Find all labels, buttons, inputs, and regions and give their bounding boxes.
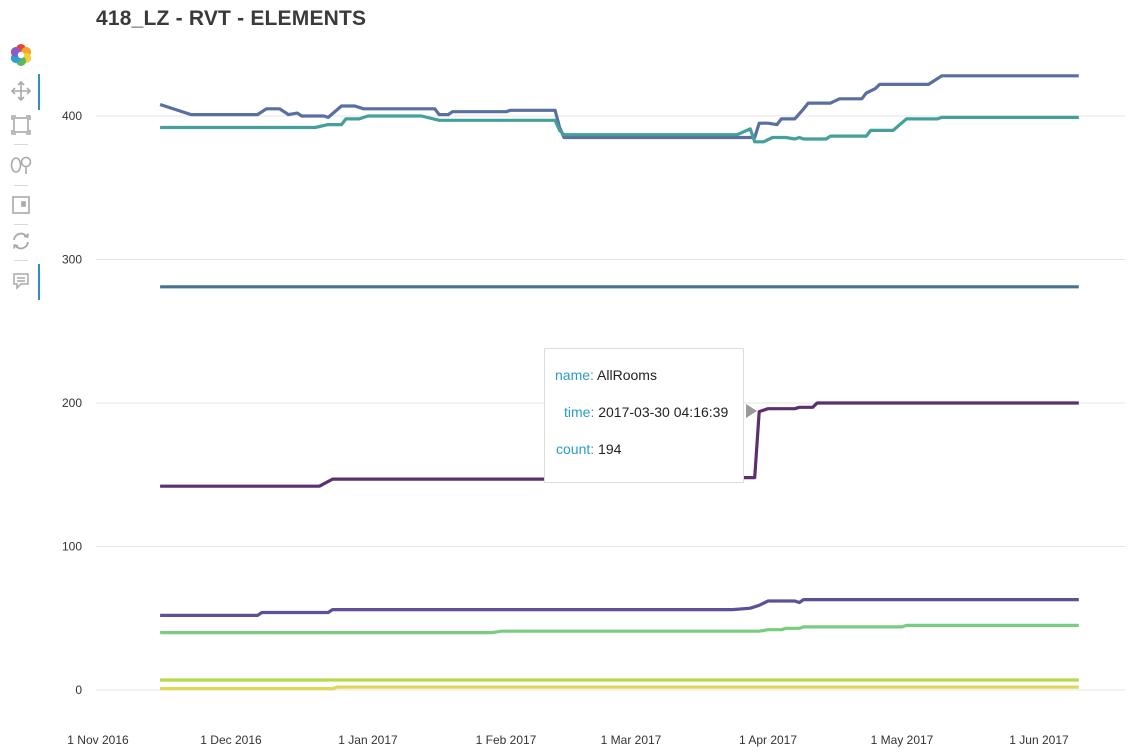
x-tick-label: 1 Mar 2017 bbox=[601, 733, 662, 747]
series-lines bbox=[159, 74, 1079, 691]
x-tick-label: 1 Feb 2017 bbox=[476, 733, 537, 747]
x-tick-label: 1 Dec 2016 bbox=[200, 733, 262, 747]
y-tick-label: 400 bbox=[62, 109, 82, 123]
tooltip-time-key: time: bbox=[564, 404, 595, 420]
tooltip-time-value: 2017-03-30 04:16:39 bbox=[598, 404, 729, 420]
toolbar-divider bbox=[14, 185, 28, 186]
hover-tooltip-icon[interactable] bbox=[8, 268, 34, 294]
x-tick-label: 1 Nov 2016 bbox=[67, 733, 129, 747]
series-line-5[interactable] bbox=[160, 597, 1079, 618]
lasso-select-icon[interactable] bbox=[8, 152, 34, 178]
toolbar-divider bbox=[14, 224, 28, 225]
series-line-2[interactable] bbox=[160, 114, 1079, 144]
tooltip-count-value: 194 bbox=[598, 441, 622, 457]
x-tick-label: 1 Jun 2017 bbox=[1009, 733, 1069, 747]
tooltip-pointer bbox=[746, 404, 757, 418]
hover-active-indicator bbox=[38, 264, 40, 300]
hover-tooltip: name: AllRooms time: 2017-03-30 04:16:39… bbox=[544, 348, 744, 483]
series-line-8[interactable] bbox=[160, 685, 1079, 691]
tooltip-count-key: count: bbox=[556, 441, 595, 457]
y-tick-label: 300 bbox=[62, 253, 82, 267]
toolbar-divider bbox=[14, 144, 28, 145]
y-tick-label: 200 bbox=[62, 396, 82, 410]
x-tick-label: 1 Jan 2017 bbox=[338, 733, 398, 747]
x-tick-label: 1 May 2017 bbox=[871, 733, 934, 747]
y-tick-label: 100 bbox=[62, 540, 82, 554]
save-icon[interactable] bbox=[8, 192, 34, 218]
reset-icon[interactable] bbox=[8, 228, 34, 254]
logo-icon[interactable] bbox=[8, 42, 34, 68]
toolbar-divider bbox=[14, 260, 28, 261]
tooltip-name-key: name: bbox=[555, 367, 594, 383]
pan-active-indicator bbox=[38, 74, 40, 110]
x-axis: 1 Nov 2016 1 Dec 2016 1 Jan 2017 1 Feb 2017… bbox=[67, 733, 1069, 747]
chart-toolbar bbox=[0, 40, 44, 310]
series-line-6[interactable] bbox=[160, 623, 1079, 635]
pan-icon[interactable] bbox=[8, 78, 34, 104]
tooltip-name-value: AllRooms bbox=[597, 367, 657, 383]
x-tick-label: 1 Apr 2017 bbox=[739, 733, 797, 747]
chart-title: 418_LZ - RVT - ELEMENTS bbox=[96, 7, 367, 30]
y-axis: 0 100 200 300 400 bbox=[62, 109, 82, 697]
series-line-1[interactable] bbox=[159, 74, 1079, 140]
series-line-4[interactable] bbox=[160, 401, 1079, 488]
y-tick-label: 0 bbox=[75, 683, 82, 697]
box-zoom-icon[interactable] bbox=[8, 112, 34, 138]
